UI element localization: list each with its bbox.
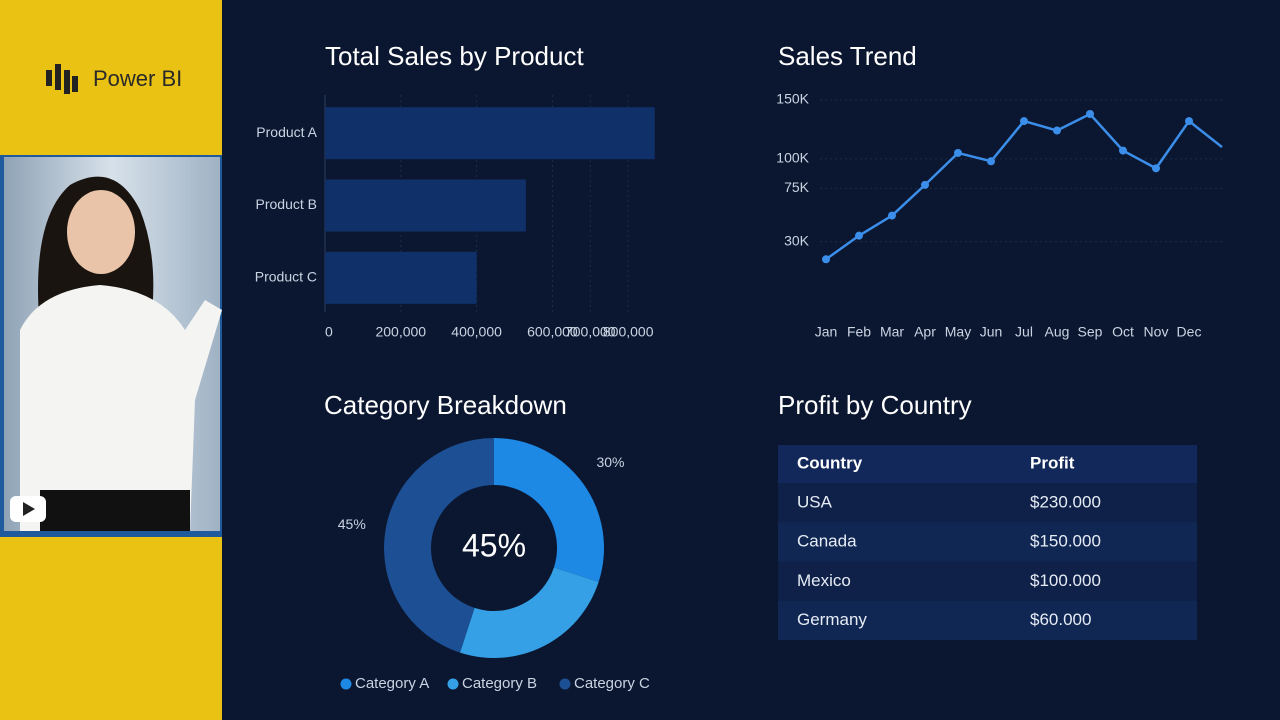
legend-label: Category B: [462, 675, 537, 692]
line-point: [987, 157, 995, 166]
table-cell: Germany: [797, 610, 867, 629]
y-tick-label: 30K: [784, 232, 810, 248]
line-point: [1086, 109, 1094, 118]
donut-segment: [460, 567, 599, 659]
data-label: 45%: [338, 516, 366, 532]
x-tick-label: Sep: [1078, 324, 1103, 340]
x-tick-label: Dec: [1177, 324, 1202, 340]
table-cell: USA: [797, 492, 833, 511]
chart-title: Category Breakdown: [324, 390, 567, 420]
x-tick-label: Oct: [1112, 324, 1134, 340]
logo-icon: [46, 64, 78, 94]
chart-title: Total Sales by Product: [325, 41, 584, 71]
table-cell: $60.000: [1030, 610, 1091, 629]
x-tick-label: 200,000: [375, 324, 426, 340]
table-header: Country: [797, 453, 863, 472]
line-point: [1020, 117, 1028, 126]
x-tick-label: Feb: [847, 324, 871, 340]
legend-label: Category C: [574, 675, 650, 692]
y-tick-label: Product A: [256, 124, 317, 140]
x-tick-label: Aug: [1045, 324, 1070, 340]
donut-center-label: 45%: [462, 527, 526, 563]
brand-name: Power BI: [93, 66, 182, 91]
legend-swatch: [447, 678, 459, 690]
donut-segment: [494, 438, 604, 582]
y-tick-label: 150K: [776, 91, 809, 107]
y-tick-label: Product C: [255, 269, 317, 285]
x-tick-label: 0: [325, 324, 333, 340]
legend-swatch: [559, 678, 571, 690]
table-cell: $100.000: [1030, 571, 1101, 590]
legend-label: Category A: [355, 675, 429, 692]
line-point: [888, 211, 896, 220]
line-point: [822, 255, 830, 264]
y-tick-label: Product B: [256, 196, 317, 212]
table-row-bg: [778, 600, 1197, 640]
presenter-photo: [4, 157, 222, 531]
table-cell: Canada: [797, 532, 857, 551]
x-tick-label: May: [945, 324, 971, 340]
line-point: [954, 148, 962, 157]
x-tick-label: Jan: [815, 324, 838, 340]
table-row-bg: [778, 483, 1197, 523]
table-cell: $230.000: [1030, 492, 1101, 511]
line-point: [855, 231, 863, 240]
bar: [325, 107, 655, 160]
table-cell: Mexico: [797, 571, 851, 590]
x-tick-label: Jun: [980, 324, 1003, 340]
table-header-bg: [778, 445, 1197, 483]
bar: [325, 251, 477, 304]
x-tick-label: 800,000: [603, 324, 654, 340]
table-cell: $150.000: [1030, 532, 1101, 551]
x-tick-label: Mar: [880, 324, 904, 340]
donut-segment: [383, 438, 494, 653]
x-tick-label: Nov: [1144, 324, 1169, 340]
x-tick-label: 400,000: [451, 324, 502, 340]
line-point: [1053, 126, 1061, 135]
y-tick-label: 100K: [776, 150, 809, 166]
legend-swatch: [340, 678, 352, 690]
x-tick-label: 600,000: [527, 324, 578, 340]
x-tick-label: 700,000: [565, 324, 616, 340]
table-row-bg: [778, 561, 1197, 601]
x-tick-label: Apr: [914, 324, 936, 340]
line-point: [1119, 146, 1127, 155]
data-label: 30%: [596, 454, 624, 470]
line-point: [1185, 117, 1193, 126]
y-tick-label: 75K: [784, 179, 810, 195]
table-row-bg: [778, 522, 1197, 562]
line-point: [921, 180, 929, 189]
chart-title: Sales Trend: [778, 41, 917, 71]
x-tick-label: Jul: [1015, 324, 1033, 340]
bar: [325, 179, 526, 232]
table-header: Profit: [1030, 453, 1075, 472]
table-title: Profit by Country: [778, 390, 972, 420]
line-point: [1152, 164, 1160, 173]
